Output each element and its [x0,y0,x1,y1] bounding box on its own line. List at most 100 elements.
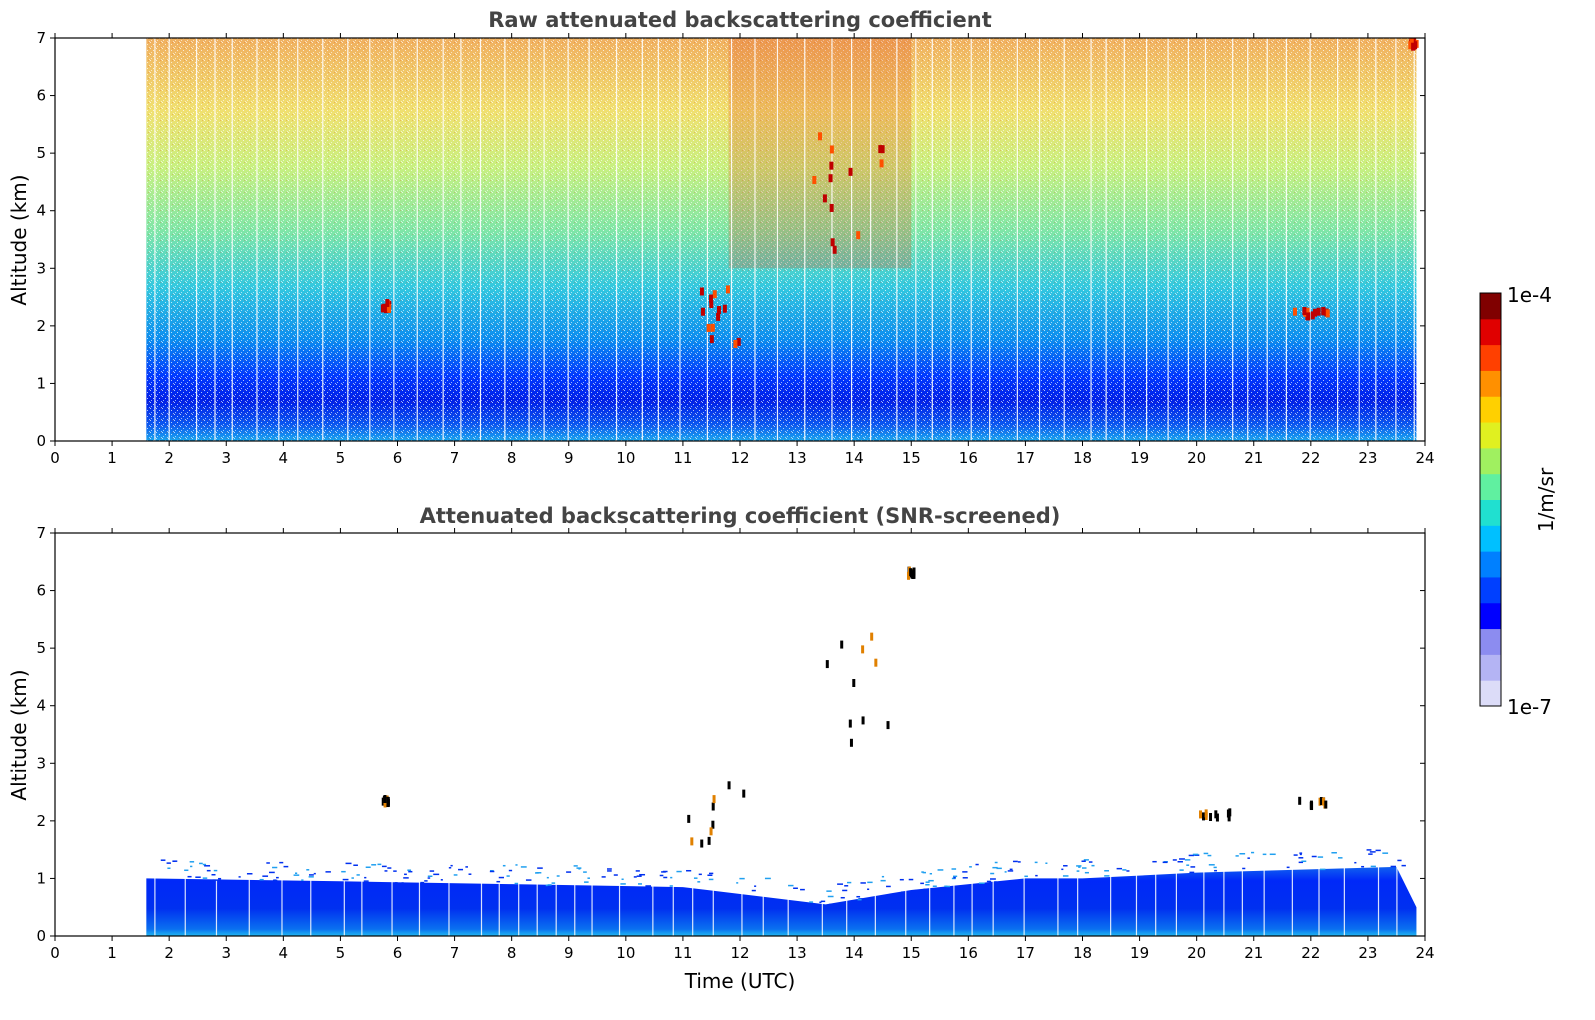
screened-noise-dash [1390,865,1396,868]
screened-noise-dash [886,885,891,888]
raw-cloud-mark [1306,312,1311,321]
screened-noise-dash [364,876,367,879]
screened-noise-dash [266,862,270,864]
screened-noise-dash [793,887,798,889]
screened-noise-dash [1242,867,1246,870]
screened-noise-dash [172,860,176,863]
screened-noise-dash [502,864,506,867]
screened-noise-dash [195,876,201,878]
x-tick-label: 14 [845,449,864,467]
x-tick-label: 10 [616,449,635,467]
screened-noise-dash [937,869,944,871]
screened-cloud-mark [1310,802,1314,811]
screened-noise-dash [202,863,207,866]
screened-noise-dash [1122,869,1127,871]
screened-noise-dash [213,869,218,872]
screened-noise-dash [1004,871,1007,873]
screened-noise-dash [387,867,392,869]
x-tick-label: 14 [845,944,864,962]
raw-cloud-mark [829,203,834,212]
snr-screened-heatmap [146,566,1417,936]
raw-cloud-mark [709,300,714,309]
screened-cloud-mark [870,632,874,641]
screened-noise-dash [269,871,275,874]
x-tick-label: 24 [1415,944,1434,962]
screened-cloud-mark [1324,800,1328,809]
raw-cloud-mark [710,323,715,332]
screened-noise-dash [1062,875,1069,877]
screened-noise-dash [394,882,398,884]
screened-noise-dash [1311,855,1317,858]
screened-noise-dash [736,882,739,884]
x-tick-label: 13 [788,449,807,467]
screened-noise-dash [308,876,314,878]
colorbar-step [1480,422,1501,449]
screened-noise-dash [276,876,279,879]
y-tick-label: 1 [36,374,46,392]
x-tick-label: 7 [450,944,460,962]
screened-noise-dash [697,881,701,883]
y-tick-label: 6 [36,582,46,600]
panel2-y-label: Altitude (km) [7,669,31,800]
screened-cloud-mark [848,719,852,728]
screened-noise-dash [1397,859,1402,862]
screened-noise-dash [1320,868,1326,871]
x-tick-label: 6 [393,449,403,467]
raw-cloud-mark [380,304,385,313]
screened-noise-dash [1081,860,1086,862]
raw-cloud-mark [830,238,835,247]
screened-noise-dash [1301,860,1307,863]
screened-cloud-mark [1227,813,1231,822]
screened-noise-dash [751,889,756,892]
screened-noise-dash [506,875,510,877]
screened-noise-dash [160,859,166,861]
screened-noise-dash [1251,851,1255,854]
screened-cloud-mark [711,802,715,811]
screened-noise-dash [313,872,316,875]
colorbar-step [1480,293,1501,320]
x-tick-label: 3 [221,449,231,467]
screened-noise-dash [206,869,211,872]
screened-noise-dash [283,865,289,868]
colorbar-step [1480,499,1501,526]
screened-cloud-mark [912,570,916,579]
screened-noise-dash [279,861,284,864]
screened-cloud-mark [840,640,844,649]
screened-noise-dash [842,889,848,892]
screened-noise-dash [1076,870,1080,872]
screened-noise-dash [986,880,992,883]
screened-noise-dash [545,884,548,887]
screened-noise-dash [212,879,218,881]
screened-noise-dash [962,871,968,873]
screened-noise-dash [515,864,518,866]
screened-noise-dash [420,881,425,884]
screened-noise-dash [1104,870,1110,872]
screened-noise-dash [1208,864,1215,866]
screened-noise-dash [342,878,349,881]
screened-noise-dash [1269,853,1276,856]
screened-noise-dash [606,868,612,870]
screened-noise-dash [1331,852,1337,854]
colorbar-step [1480,551,1501,578]
screened-noise-dash [262,875,269,877]
x-tick-label: 19 [1130,944,1149,962]
screened-noise-dash [925,883,930,886]
screened-noise-dash [458,868,464,871]
colorbar-step [1480,344,1501,371]
screened-noise-dash [992,866,998,869]
screened-noise-dash [1184,859,1191,861]
screened-cloud-mark [906,571,910,580]
screened-noise-dash [490,869,494,872]
screened-noise-dash [923,888,927,891]
screened-noise-dash [537,867,543,869]
screened-noise-dash [583,871,587,873]
colorbar-step [1480,602,1501,630]
raw-cloud-mark [1312,308,1317,317]
x-tick-label: 16 [959,449,978,467]
screened-noise-dash [946,885,951,888]
screened-noise-dash [408,870,413,873]
raw-cloud-mark [856,231,861,240]
screened-noise-dash [1188,854,1195,857]
raw-cloud-mark [1302,306,1307,315]
